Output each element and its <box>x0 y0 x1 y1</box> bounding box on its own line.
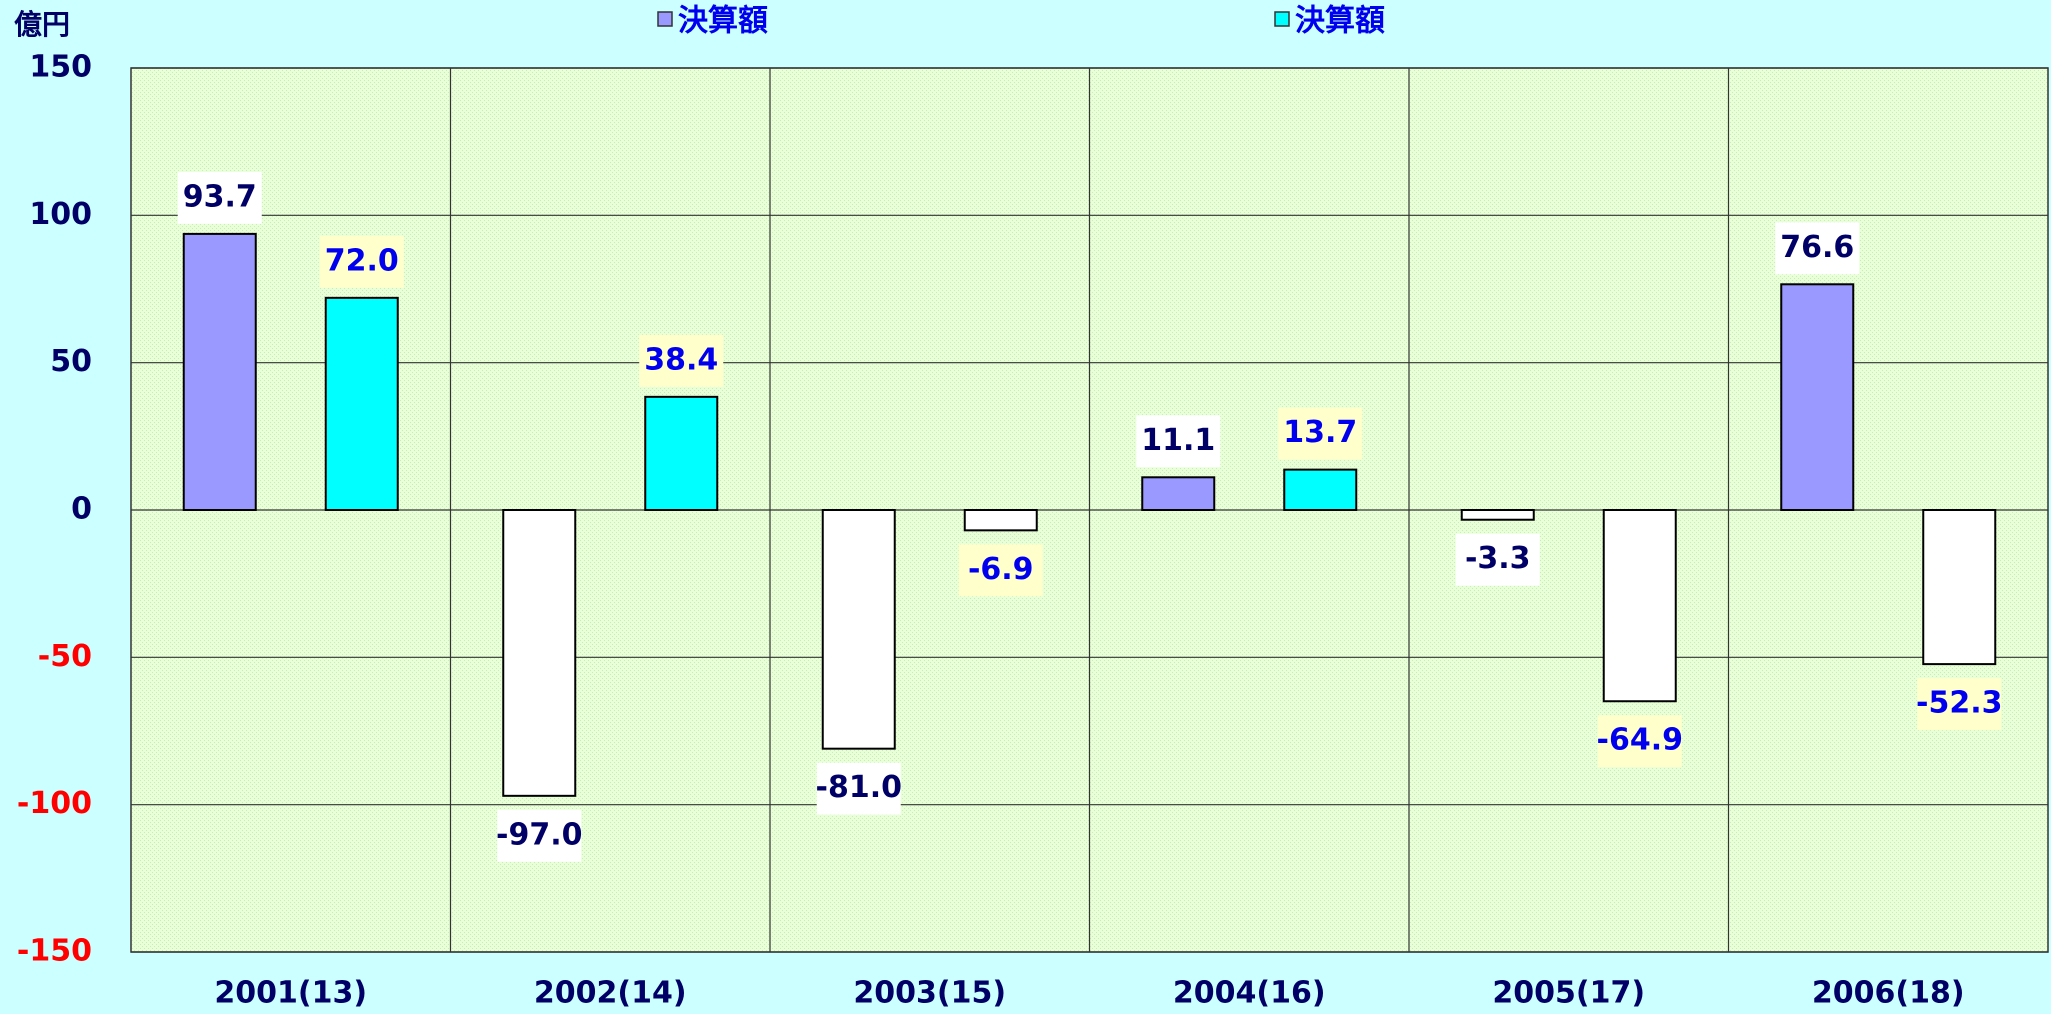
value-label-bg <box>816 762 901 815</box>
y-tick-label: 0 <box>71 492 92 527</box>
value-label: -97.0 <box>496 817 582 852</box>
y-tick-label: 100 <box>29 197 92 232</box>
bar <box>1141 476 1216 511</box>
value-label-bg <box>1136 415 1221 468</box>
value-label-bg <box>177 171 262 224</box>
bar <box>324 296 399 511</box>
value-label-bg <box>958 544 1043 597</box>
value-label: -3.3 <box>1465 541 1531 576</box>
value-label-bg <box>1917 678 2002 731</box>
y-tick-label: -50 <box>38 639 92 674</box>
value-label: 93.7 <box>183 179 257 214</box>
x-tick-label: 2002(14) <box>534 976 687 1011</box>
value-label-bg <box>639 334 724 387</box>
legend-swatch <box>657 11 673 27</box>
bar <box>1460 509 1535 521</box>
legend-label: 決算額 <box>1295 4 1385 39</box>
value-label: 13.7 <box>1283 415 1357 450</box>
bar <box>1780 283 1855 511</box>
y-tick-label: -150 <box>17 934 92 969</box>
value-label-bg <box>319 235 404 288</box>
value-label-bg <box>1775 222 1860 275</box>
x-tick-label: 2003(15) <box>853 976 1006 1011</box>
y-tick-label: -100 <box>17 786 92 821</box>
x-tick-label: 2004(16) <box>1173 976 1326 1011</box>
x-tick-label: 2005(17) <box>1492 976 1645 1011</box>
value-label: 38.4 <box>644 342 718 377</box>
bar <box>1602 509 1677 703</box>
y-tick-label: 50 <box>50 344 92 379</box>
bar <box>644 395 719 511</box>
y-unit-label: 億円 <box>14 8 70 41</box>
value-label: -6.9 <box>968 552 1034 587</box>
value-label-bg <box>497 809 582 862</box>
value-label-bg <box>1455 533 1540 586</box>
bar <box>1922 509 1997 666</box>
legend-swatch <box>1274 11 1290 27</box>
value-label: -52.3 <box>1916 686 2002 721</box>
y-tick-label: 150 <box>29 50 92 85</box>
bar <box>963 509 1038 532</box>
value-label: 72.0 <box>325 243 399 278</box>
value-label: -81.0 <box>816 770 902 805</box>
legend-label: 決算額 <box>678 4 768 39</box>
value-label: 76.6 <box>1780 230 1854 265</box>
value-label: 11.1 <box>1141 423 1215 458</box>
value-label-bg <box>1597 715 1682 768</box>
bar <box>182 232 257 511</box>
value-label: -64.9 <box>1597 723 1683 758</box>
x-tick-label: 2006(18) <box>1812 976 1965 1011</box>
bar <box>502 509 577 797</box>
value-label-bg <box>1278 407 1363 460</box>
bar <box>1283 468 1358 512</box>
x-tick-label: 2001(13) <box>214 976 367 1011</box>
bar <box>821 509 896 750</box>
